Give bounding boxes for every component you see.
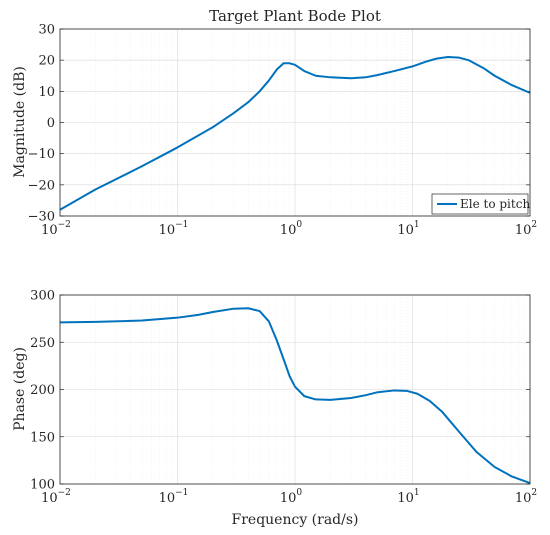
phase-x-tick-label: 101 [397, 488, 419, 506]
phase-x-tick-exponent: 1 [414, 488, 420, 498]
magnitude-ylabel: Magnitude (dB) [12, 66, 28, 178]
legend-box [431, 193, 529, 215]
phase-x-tick-exponent: 0 [296, 488, 302, 498]
mag-series-line [59, 56, 531, 211]
mag-x-tick-exponent: 0 [296, 220, 302, 230]
chart-title: Target Plant Bode Plot [209, 7, 381, 25]
phase-y-tick-label: 300 [30, 289, 55, 304]
phase-x-tick-exponent: −1 [175, 488, 188, 498]
phase-x-tick-exponent: −2 [58, 488, 71, 498]
phase-plot: 1 0 −2 10−1 100 101 102 100 150 200 250 300 [30, 289, 537, 507]
mag-y-tick-label: −30 [28, 210, 55, 225]
phase-series-line [59, 307, 531, 484]
mag-x-tick-label: 10−1 [159, 220, 189, 238]
phase-y-tick-label: 150 [30, 430, 55, 445]
mag-y-tick-label: 10 [38, 85, 55, 100]
mag-y-tick-label: −10 [28, 147, 55, 162]
mag-axes-box [59, 28, 531, 217]
frequency-xlabel: Frequency (rad/s) [232, 512, 359, 528]
mag-x-tick-label: 102 [515, 220, 537, 238]
mag-x-tick-label: 100 [280, 220, 303, 238]
legend: Ele to pitch [431, 193, 530, 215]
mag-y-tick-label: 0 [47, 116, 55, 131]
mag-x-tick-exponent: 2 [531, 220, 537, 230]
phase-axes-box [59, 294, 531, 485]
phase-y-tick-label: 200 [30, 383, 55, 398]
phase-x-tick-label: 102 [515, 488, 537, 506]
mag-y-tick-label: 20 [38, 54, 55, 69]
phase-y-tick-label: 100 [30, 478, 55, 493]
mag-x-tick-exponent: −1 [175, 220, 188, 230]
phase-ylabel: Phase (deg) [12, 347, 28, 431]
phase-x-tick-exponent: 2 [531, 488, 537, 498]
mag-x-tick-exponent: 1 [414, 220, 420, 230]
legend-label: Ele to pitch [460, 197, 530, 211]
mag-x-tick-exponent: −2 [58, 220, 71, 230]
mag-x-tick-label: 101 [397, 220, 419, 238]
mag-y-tick-label: −20 [28, 178, 55, 193]
phase-x-tick-label: 100 [280, 488, 303, 506]
phase-x-tick-label: 10−1 [159, 488, 189, 506]
phase-y-tick-label: 250 [30, 336, 55, 351]
mag-y-tick-label: 30 [38, 23, 55, 38]
